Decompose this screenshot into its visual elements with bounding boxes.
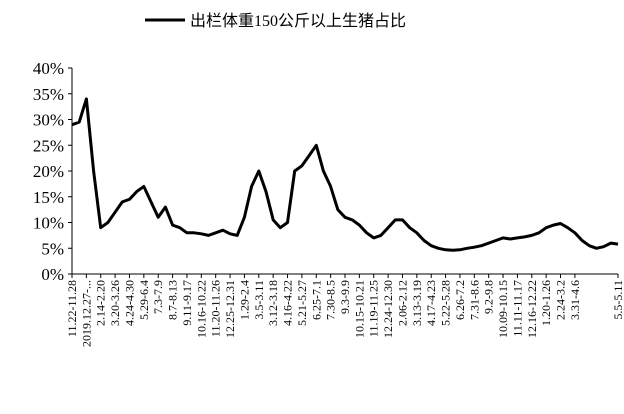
x-tick-label: 9.2-9.8 [482,280,496,314]
series-line [71,97,619,252]
x-tick-label: 1.20-1.26 [539,280,553,326]
x-tick-label: 7.3-7.9 [151,280,165,314]
y-tick-label: 20% [33,162,64,181]
x-tick-label: 2.06-2.12 [395,280,409,326]
x-tick-label: 5.22-5.28 [439,280,453,326]
x-tick-label: 2019.12.27-... [79,280,93,347]
y-tick-label: 40% [33,59,64,78]
x-tick-label: 5.29-6.4 [137,280,151,320]
x-tick-label: 9.11-9.17 [180,280,194,326]
x-tick-label: 2.24-3.2 [554,280,568,320]
x-tick-label: 12.16-12.22 [525,280,539,338]
x-tick-label: 11.11-11.17 [510,280,524,337]
y-tick-label: 0% [41,265,64,284]
x-tick-label: 9.3-9.9 [338,280,352,314]
x-tick-label: 6.25-7.1 [309,280,323,320]
x-tick-label: 4.16-4.22 [281,280,295,326]
x-tick-label: 3.31-4.6 [568,280,582,320]
y-tick-label: 25% [33,136,64,155]
x-tick-label: 3.20-3.26 [108,280,122,326]
legend-label: 出栏体重150公斤以上生猪占比 [190,12,406,30]
x-tick-label: 2.14-2.20 [94,280,108,326]
x-tick-label: 3.5-3.11 [252,280,266,320]
x-tick-label: 3.13-3.19 [410,280,424,326]
x-tick-label: 10.15-10.21 [352,280,366,338]
x-tick-label: 4.24-4.30 [122,280,136,326]
x-tick-label: 12.24-12.30 [381,280,395,338]
y-tick-label: 35% [33,85,64,104]
y-tick-label: 5% [41,239,64,258]
x-tick-label: 7.31-8.6 [467,280,481,320]
x-tick-label: 7.30-8.5 [324,280,338,320]
x-tick-label: 3.12-3.18 [266,280,280,326]
y-tick-label: 10% [33,214,64,233]
y-tick-label: 15% [33,188,64,207]
x-tick-label: 5.21-5.27 [295,280,309,326]
x-tick-label: 10.16-10.22 [194,280,208,338]
x-tick-label: 8.7-8.13 [166,280,180,320]
x-tick-label: 12.25-12.31 [223,280,237,338]
x-tick-label: 10.09-10.15 [496,280,510,338]
x-tick-label: 4.17-4.23 [424,280,438,326]
x-tick-label: 11.19-11.25 [367,280,381,337]
x-tick-label: 1.29-2.4 [237,280,251,320]
x-tick-label: 11.22-11.28 [65,280,79,337]
x-tick-label: 6.26-7.2 [453,280,467,320]
x-tick-label: 11.20-11.26 [209,280,223,337]
y-tick-label: 30% [33,111,64,130]
x-tick-label: 5.5-5.11 [611,280,624,320]
